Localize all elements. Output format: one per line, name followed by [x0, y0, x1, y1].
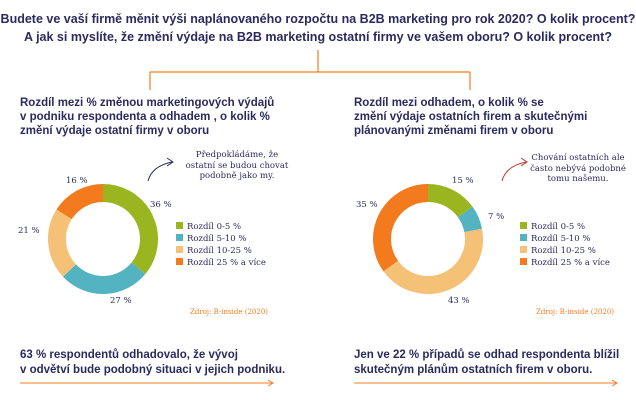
left-chart-title-line-2: v podniku respondenta a odhadem , o koli… — [20, 111, 270, 123]
right-chart-title: Rozdíl mezi odhadem, o kolik % se změní … — [354, 96, 634, 138]
conclusion-underline-right-head — [611, 379, 618, 387]
left-conclusion: 63 % respondentů odhadovalo, že vývoj v … — [20, 348, 320, 378]
annotation-arrow-left-head — [166, 157, 174, 167]
left-annotation-line-1: Předpokládáme, že — [195, 150, 279, 160]
left-legend-item-2: Rozdíl 10-25 % — [176, 245, 306, 257]
left-label-1: 27 % — [110, 296, 132, 306]
right-annotation: Chování ostatních ale často nebývá podob… — [528, 153, 628, 185]
right-annotation-line-3: tomu našemu. — [547, 174, 609, 184]
legend-label: Rozdíl 0-5 % — [531, 222, 586, 232]
survey-question: Budete ve vaší firmě měnit výši naplánov… — [0, 10, 636, 46]
right-donut-slice-3 — [373, 184, 429, 272]
left-legend-item-0: Rozdíl 0-5 % — [176, 221, 306, 233]
left-label-2: 21 % — [18, 226, 40, 236]
survey-question-line-2: A jak si myslíte, že změní výdaje na B2B… — [24, 30, 612, 44]
right-legend-item-2: Rozdíl 10-25 % — [520, 245, 632, 257]
right-legend-item-1: Rozdíl 5-10 % — [520, 233, 632, 245]
right-source: Zdroj: B-inside (2020) — [536, 308, 615, 316]
left-chart-title-line-3: změní výdaje ostatní firmy v oboru — [20, 125, 210, 137]
right-chart-title-line-3: plánovanými změnami firem v oboru — [354, 125, 554, 137]
right-legend-item-3: Rozdíl 25 % a více — [520, 257, 632, 269]
left-chart-title: Rozdíl mezi % změnou marketingových výda… — [20, 96, 320, 138]
legend-swatch-blue — [520, 234, 527, 241]
left-legend: Rozdíl 0-5 % Rozdíl 5-10 % Rozdíl 10-25 … — [176, 221, 306, 269]
left-donut-slice-1 — [62, 262, 146, 294]
left-chart-title-line-1: Rozdíl mezi % změnou marketingových výda… — [20, 97, 275, 109]
legend-label: Rozdíl 25 % a více — [187, 258, 266, 268]
right-chart-title-line-1: Rozdíl mezi odhadem, o kolik % se — [354, 97, 544, 109]
left-annotation-line-2: ostatní se budou chovat — [185, 160, 289, 171]
left-annotation-line-3: podobně jako my. — [199, 171, 275, 181]
left-donut-slice-2 — [48, 209, 77, 277]
right-conclusion-line-1: Jen ve 22 % případů se odhad respondenta… — [354, 349, 620, 361]
right-chart-title-line-2: změní výdaje ostatních firem a skutečným… — [354, 111, 588, 123]
legend-label: Rozdíl 5-10 % — [187, 234, 247, 244]
legend-swatch-orange — [520, 258, 527, 265]
annotation-arrow-right-head — [520, 157, 528, 167]
annotation-arrow-left — [147, 161, 173, 182]
right-legend-item-0: Rozdíl 0-5 % — [520, 221, 632, 233]
left-conclusion-line-1: 63 % respondentů odhadovalo, že vývoj — [20, 349, 238, 361]
right-annotation-line-2: často nebývá podobné — [530, 163, 626, 174]
right-conclusion: Jen ve 22 % případů se odhad respondenta… — [354, 348, 634, 378]
left-label-0: 36 % — [150, 200, 172, 210]
legend-label: Rozdíl 0-5 % — [187, 222, 242, 232]
legend-swatch-orange — [176, 258, 183, 265]
right-donut-slice-2 — [383, 228, 483, 294]
legend-swatch-peach — [176, 246, 183, 253]
legend-swatch-blue — [176, 234, 183, 241]
legend-label: Rozdíl 10-25 % — [187, 246, 252, 256]
left-conclusion-line-2: v odvětví bude podobný situaci v jejich … — [20, 364, 286, 376]
legend-swatch-green — [520, 222, 527, 229]
right-legend: Rozdíl 0-5 % Rozdíl 5-10 % Rozdíl 10-25 … — [520, 221, 632, 269]
survey-question-line-1: Budete ve vaší firmě měnit výši naplánov… — [0, 12, 636, 26]
left-donut-slice-0 — [102, 184, 158, 275]
legend-swatch-peach — [520, 246, 527, 253]
right-annotation-line-1: Chování ostatních ale — [531, 153, 625, 163]
left-annotation: Předpokládáme, že ostatní se budou chova… — [178, 150, 296, 182]
right-donut-slice-1 — [457, 206, 483, 233]
left-label-3: 16 % — [66, 176, 88, 186]
annotation-arrow-right — [501, 161, 527, 182]
right-label-3: 35 % — [356, 200, 378, 210]
left-source: Zdroj: B-inside (2020) — [190, 308, 269, 316]
right-label-2: 43 % — [448, 296, 470, 306]
right-conclusion-line-2: skutečným plánům ostatních firem v oboru… — [354, 364, 593, 376]
legend-label: Rozdíl 25 % a více — [531, 258, 610, 268]
left-legend-item-1: Rozdíl 5-10 % — [176, 233, 306, 245]
legend-label: Rozdíl 10-25 % — [531, 246, 596, 256]
legend-swatch-green — [176, 222, 183, 229]
left-donut-slice-3 — [56, 184, 104, 220]
conclusion-underline-left-head — [267, 379, 274, 387]
right-donut-slice-0 — [427, 184, 473, 218]
left-legend-item-3: Rozdíl 25 % a více — [176, 257, 306, 269]
right-label-1: 7 % — [488, 212, 505, 222]
right-label-0: 15 % — [452, 176, 474, 186]
legend-label: Rozdíl 5-10 % — [531, 234, 591, 244]
